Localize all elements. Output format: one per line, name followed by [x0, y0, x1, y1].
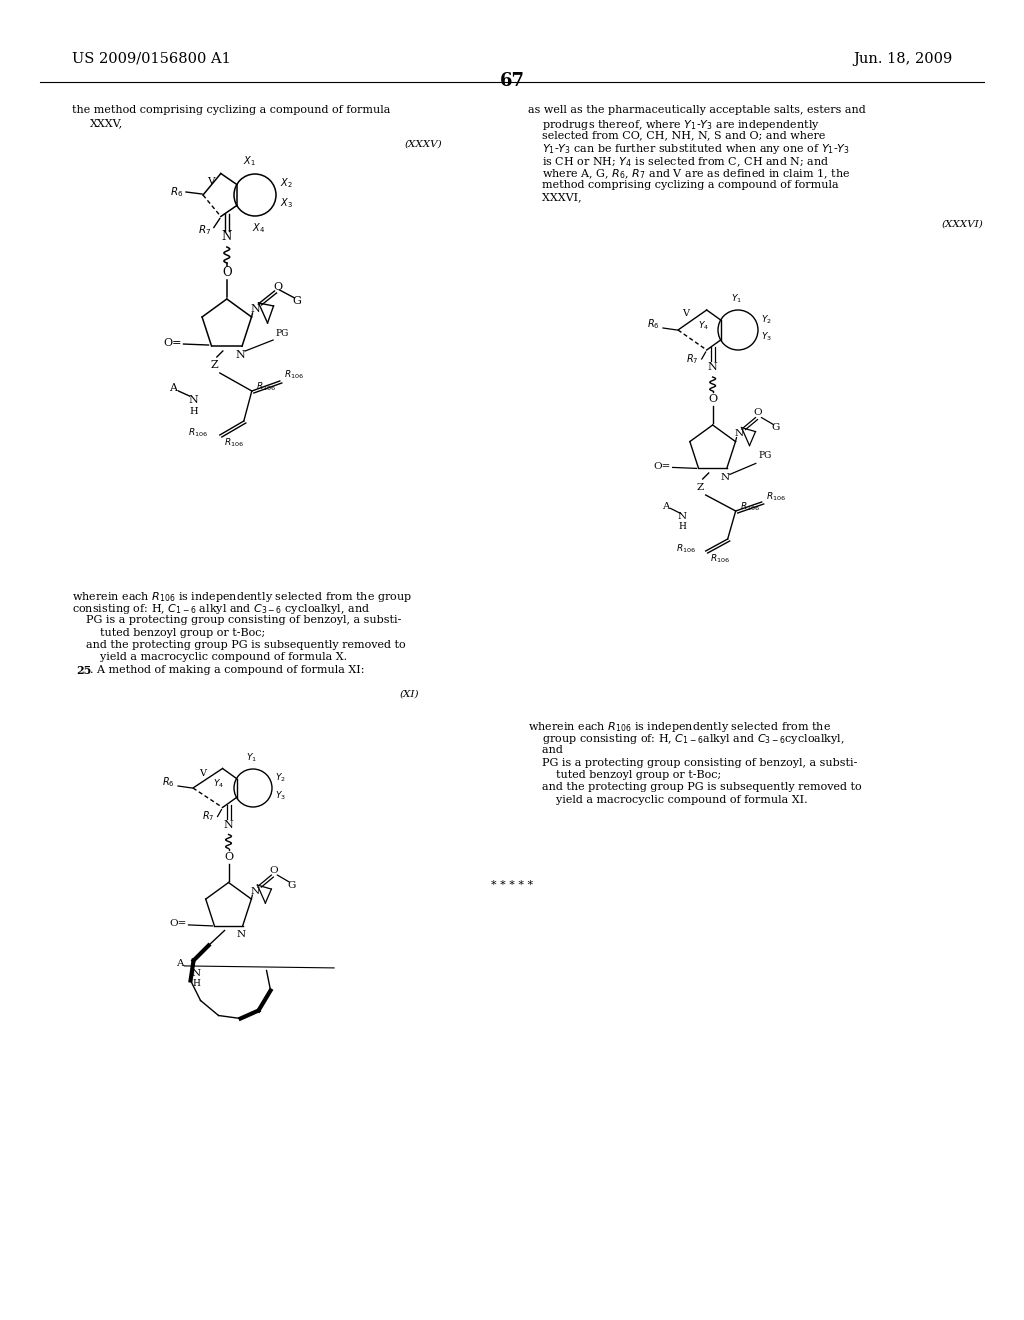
Text: as well as the pharmaceutically acceptable salts, esters and: as well as the pharmaceutically acceptab… — [528, 106, 865, 115]
Text: and the protecting group PG is subsequently removed to: and the protecting group PG is subsequen… — [528, 783, 861, 792]
Text: N: N — [735, 429, 744, 438]
Text: tuted benzoyl group or t-Boc;: tuted benzoyl group or t-Boc; — [72, 627, 265, 638]
Text: $Y_4$: $Y_4$ — [213, 777, 224, 791]
Text: PG is a protecting group consisting of benzoyl, a substi-: PG is a protecting group consisting of b… — [528, 758, 857, 767]
Text: $R_{106}$: $R_{106}$ — [710, 553, 730, 565]
Text: N: N — [720, 473, 729, 482]
Text: consisting of: H, $C_{1-6}$ alkyl and $C_{3-6}$ cycloalkyl, and: consisting of: H, $C_{1-6}$ alkyl and $C… — [72, 602, 370, 616]
Text: N: N — [188, 395, 199, 405]
Text: N: N — [221, 231, 232, 243]
Text: the method comprising cyclizing a compound of formula: the method comprising cyclizing a compou… — [72, 106, 390, 115]
Text: XXXVI,: XXXVI, — [528, 193, 582, 202]
Text: $Y_3$: $Y_3$ — [275, 789, 286, 803]
Text: H: H — [679, 521, 686, 531]
Text: yield a macrocyclic compound of formula XI.: yield a macrocyclic compound of formula … — [528, 795, 808, 805]
Text: * * * * *: * * * * * — [490, 880, 534, 890]
Text: $X_2$: $X_2$ — [280, 176, 293, 190]
Text: PG: PG — [275, 329, 289, 338]
Text: O: O — [269, 866, 278, 875]
Text: 25: 25 — [76, 665, 91, 676]
Text: prodrugs thereof, where $Y_1$-$Y_3$ are independently: prodrugs thereof, where $Y_1$-$Y_3$ are … — [528, 117, 820, 132]
Text: wherein each $R_{106}$ is independently selected from the group: wherein each $R_{106}$ is independently … — [72, 590, 412, 605]
Text: O=: O= — [169, 920, 186, 928]
Text: $R_6$: $R_6$ — [163, 775, 175, 789]
Text: where A, G, $R_6$, $R_7$ and V are as defined in claim 1, the: where A, G, $R_6$, $R_7$ and V are as de… — [528, 168, 850, 181]
Text: is CH or NH; $Y_4$ is selected from C, CH and N; and: is CH or NH; $Y_4$ is selected from C, C… — [528, 154, 829, 169]
Text: $X_4$: $X_4$ — [253, 220, 265, 235]
Text: A: A — [662, 502, 670, 511]
Text: (XXXVI): (XXXVI) — [942, 220, 984, 228]
Text: N: N — [236, 350, 245, 360]
Text: . A method of making a compound of formula XI:: . A method of making a compound of formu… — [90, 665, 365, 675]
Text: V: V — [200, 770, 207, 777]
Text: V: V — [683, 309, 689, 318]
Text: group consisting of: H, $C_{1-6}$alkyl and $C_{3-6}$cycloalkyl,: group consisting of: H, $C_{1-6}$alkyl a… — [528, 733, 845, 747]
Text: wherein each $R_{106}$ is independently selected from the: wherein each $R_{106}$ is independently … — [528, 719, 831, 734]
Text: $R_6$: $R_6$ — [170, 185, 183, 199]
Text: O=: O= — [653, 462, 671, 471]
Text: O: O — [709, 393, 717, 404]
Text: and the protecting group PG is subsequently removed to: and the protecting group PG is subsequen… — [72, 640, 406, 649]
Text: (XI): (XI) — [400, 690, 420, 700]
Text: yield a macrocyclic compound of formula X.: yield a macrocyclic compound of formula … — [72, 652, 347, 663]
Text: $R_7$: $R_7$ — [686, 352, 698, 366]
Text: O: O — [222, 267, 231, 280]
Text: $Y_4$: $Y_4$ — [698, 319, 710, 333]
Text: $R_{106}$: $R_{106}$ — [766, 491, 785, 503]
Text: tuted benzoyl group or t-Boc;: tuted benzoyl group or t-Boc; — [528, 770, 721, 780]
Text: A: A — [176, 960, 183, 969]
Text: $X_3$: $X_3$ — [280, 197, 293, 210]
Text: Jun. 18, 2009: Jun. 18, 2009 — [853, 51, 952, 66]
Text: V: V — [207, 177, 215, 186]
Text: O: O — [224, 851, 233, 862]
Text: $Y_1$: $Y_1$ — [730, 293, 741, 305]
Text: method comprising cyclizing a compound of formula: method comprising cyclizing a compound o… — [528, 180, 839, 190]
Text: $Y_2$: $Y_2$ — [761, 314, 772, 326]
Text: and: and — [528, 744, 563, 755]
Text: $Y_3$: $Y_3$ — [761, 331, 772, 343]
Text: $R_{106}$: $R_{106}$ — [224, 437, 244, 449]
Text: G: G — [771, 424, 779, 432]
Text: $R_{106}$: $R_{106}$ — [284, 368, 304, 381]
Text: N: N — [251, 304, 260, 314]
Text: US 2009/0156800 A1: US 2009/0156800 A1 — [72, 51, 230, 66]
Text: G: G — [287, 880, 296, 890]
Text: (XXXV): (XXXV) — [406, 140, 442, 149]
Text: XXXV,: XXXV, — [90, 117, 123, 128]
Text: G: G — [292, 296, 301, 306]
Text: N: N — [678, 512, 687, 521]
Text: $R_7$: $R_7$ — [202, 809, 215, 824]
Text: $Y_1$-$Y_3$ can be further substituted when any one of $Y_1$-$Y_3$: $Y_1$-$Y_3$ can be further substituted w… — [528, 143, 850, 157]
Text: N: N — [191, 969, 201, 978]
Text: H: H — [193, 979, 201, 989]
Text: $R_7$: $R_7$ — [198, 223, 211, 238]
Text: PG: PG — [758, 451, 771, 459]
Text: 67: 67 — [500, 73, 524, 90]
Text: O: O — [754, 408, 762, 417]
Text: $Y_1$: $Y_1$ — [246, 751, 256, 764]
Text: Z: Z — [697, 483, 705, 491]
Text: $X_1$: $X_1$ — [243, 154, 255, 168]
Text: $R_{106}$: $R_{106}$ — [256, 380, 275, 393]
Text: H: H — [189, 407, 198, 416]
Text: N: N — [223, 820, 233, 829]
Text: $R_{106}$: $R_{106}$ — [187, 426, 208, 440]
Text: N: N — [237, 931, 245, 940]
Text: $R_{106}$: $R_{106}$ — [676, 543, 695, 556]
Text: $R_{106}$: $R_{106}$ — [739, 500, 760, 513]
Text: $Y_2$: $Y_2$ — [275, 772, 286, 784]
Text: O=: O= — [163, 338, 181, 348]
Text: selected from CO, CH, NH, N, S and O; and where: selected from CO, CH, NH, N, S and O; an… — [528, 129, 825, 140]
Text: A: A — [170, 383, 177, 393]
Text: N: N — [708, 362, 718, 372]
Text: PG is a protecting group consisting of benzoyl, a substi-: PG is a protecting group consisting of b… — [72, 615, 401, 624]
Text: N: N — [251, 887, 260, 895]
Text: $R_6$: $R_6$ — [647, 317, 660, 331]
Text: O: O — [273, 282, 282, 292]
Text: Z: Z — [211, 360, 219, 370]
